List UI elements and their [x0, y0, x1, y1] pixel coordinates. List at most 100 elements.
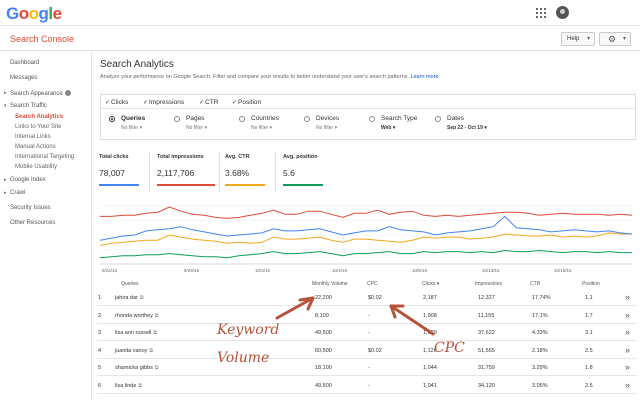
kpi-total-clicks[interactable]: Total clicks 78,007: [99, 154, 139, 190]
cell-query[interactable]: rhonda worthey ⧉: [115, 313, 159, 319]
cell-text: -: [368, 365, 370, 371]
table-row[interactable]: 2 rhonda worthey ⧉ 8,100 - 1,908 11,155 17.1% 1.…: [97, 307, 637, 324]
dimension-filter[interactable]: Web ▾: [381, 125, 396, 131]
cell-text: 3: [98, 330, 102, 336]
cell-query[interactable]: lisa ann russell ⧉: [115, 330, 157, 336]
row-expand-icon[interactable]: »: [625, 292, 631, 302]
sidebar-item-label: Google Index: [10, 177, 46, 183]
sidebar-item-messages[interactable]: Messages: [10, 75, 37, 81]
cell-text: 2: [98, 312, 102, 319]
sidebar-item-internal-links[interactable]: Internal Links: [15, 134, 51, 140]
cell-position: 1.7: [585, 313, 593, 319]
metric-checkboxes: ✓Clicks ✓Impressions ✓CTR ✓Position: [101, 95, 635, 109]
kpi-avg-ctr[interactable]: Avg. CTR 3.68%: [225, 154, 265, 190]
cell-query[interactable]: jahira dar ⧉: [115, 295, 144, 301]
info-icon[interactable]: [64, 90, 71, 96]
dimension-filter[interactable]: No filter ▾: [316, 125, 338, 131]
kpi-color-bar: [283, 184, 323, 186]
open-external-icon[interactable]: ⧉: [149, 347, 153, 354]
dimension-filter[interactable]: No filter ▾: [121, 125, 143, 131]
cell-text: 18,100: [315, 365, 332, 371]
dimension-label: Countries: [251, 115, 279, 122]
sidebar-item-links-to-your-site[interactable]: Links to Your Site: [15, 124, 61, 130]
column-header-position[interactable]: Position: [582, 281, 600, 287]
settings-gear-button[interactable]: ⚙: [599, 32, 631, 46]
checkbox-ctr[interactable]: ✓CTR: [199, 99, 218, 106]
logo-letter: e: [52, 4, 62, 23]
cell-n: 1: [98, 295, 101, 301]
column-header-clicks[interactable]: Clicks ▾: [422, 281, 440, 287]
learn-more-link[interactable]: Learn more: [410, 74, 439, 80]
row-expand-icon[interactable]: »: [625, 344, 631, 355]
account-avatar-icon[interactable]: [556, 6, 569, 19]
sidebar-item-mobile-usability[interactable]: Mobile Usability: [15, 164, 57, 170]
cell-text: 1,041: [423, 382, 437, 389]
sidebar-item-international-targeting[interactable]: International Targeting: [15, 154, 74, 160]
sidebar-item-label: Search Appearance: [10, 91, 63, 97]
gear-icon: ⚙: [608, 34, 617, 44]
sidebar-item-search-traffic[interactable]: ▾ Search Traffic: [4, 103, 47, 109]
sidebar-item-label: Crawl: [10, 190, 26, 196]
row-expand-icon[interactable]: »: [625, 309, 631, 320]
table-row[interactable]: 3 lisa ann russell ⧉ 49,500 - 1,629 37,622 4.33…: [97, 324, 637, 341]
table-row[interactable]: 5 shamicka gibbs ⧉ 18,100 - 1,044 31,759 3.29% 1…: [97, 359, 637, 376]
sidebar-item-manual-actions[interactable]: Manual Actions: [15, 144, 56, 150]
checkbox-clicks[interactable]: ✓Clicks: [105, 99, 128, 106]
sidebar-item-google-index[interactable]: ▸ Google Index: [4, 177, 46, 183]
help-button[interactable]: Help: [561, 32, 595, 46]
apps-grid-icon[interactable]: [536, 8, 546, 18]
sidebar-item-search-appearance[interactable]: ▸ Search Appearance: [4, 90, 71, 97]
checkbox-label: Position: [238, 99, 262, 106]
dimension-filter[interactable]: No filter ▾: [186, 125, 208, 131]
row-expand-icon[interactable]: »: [625, 362, 631, 372]
radio-icon: [435, 116, 441, 122]
annotation-cpc: CPC: [434, 340, 465, 356]
column-header-monthly-volume[interactable]: Monthly Volume: [312, 281, 348, 287]
dimension-filter[interactable]: Sep 22 - Oct 19 ▾: [447, 125, 487, 131]
sidebar-item-label: Mobile Usability: [15, 164, 58, 170]
cell-text: shamicka gibbs: [115, 365, 153, 371]
cell-clicks: 2,187: [423, 295, 437, 301]
sidebar-item-crawl[interactable]: ▸ Crawl: [4, 190, 26, 196]
cell-query[interactable]: juanita vanoy ⧉: [115, 348, 153, 354]
open-external-icon[interactable]: ⧉: [153, 330, 157, 336]
cell-query[interactable]: shamicka gibbs ⧉: [115, 365, 159, 371]
checkbox-impressions[interactable]: ✓Impressions: [143, 99, 184, 106]
open-external-icon[interactable]: ⧉: [139, 295, 144, 301]
open-external-icon[interactable]: ⧉: [154, 365, 159, 371]
search-analytics-line-chart[interactable]: 9/22/15 9/29/15 10/3/15 10/4/15 10/8/15 10/13…: [92, 202, 640, 278]
column-header-queries[interactable]: Queries: [121, 281, 139, 287]
kpi-total-impressions[interactable]: Total impressions 2,117,706: [157, 154, 215, 190]
row-expand-icon[interactable]: »: [625, 379, 631, 390]
kpi-avg-position[interactable]: Avg. position 5.6: [283, 154, 323, 190]
open-external-icon[interactable]: ⧉: [154, 312, 159, 319]
checkbox-label: Impressions: [149, 99, 185, 106]
table-row[interactable]: 1 jahira dar ⧉ 22,200 $0.02 2,187 12,327 17.74%…: [97, 289, 637, 306]
checkbox-position[interactable]: ✓Position: [232, 99, 261, 106]
cell-text: 2,187: [423, 295, 437, 301]
cell-query[interactable]: lisa linde ⧉: [115, 383, 142, 389]
sidebar-item-label: Messages: [10, 75, 38, 81]
table-row[interactable]: 4 juanita vanoy ⧉ 60,500 $0.02 1,126 51,565 2.1…: [97, 342, 637, 359]
cell-cpc: -: [368, 383, 370, 389]
sidebar-item-security-issues[interactable]: Security Issues: [10, 205, 51, 211]
cell-position: 1.1: [585, 295, 593, 301]
sidebar-item-search-analytics[interactable]: Search Analytics: [15, 114, 63, 120]
kpi-label: Total clicks: [99, 154, 129, 160]
sidebar-item-label: Manual Actions: [15, 144, 56, 150]
cell-text: jahira dar: [115, 295, 138, 301]
dimension-filter[interactable]: No filter ▾: [251, 125, 273, 131]
google-logo[interactable]: Google: [6, 4, 62, 24]
sidebar-item-dashboard[interactable]: Dashboard: [10, 60, 39, 66]
product-title[interactable]: Search Console: [10, 34, 75, 44]
sidebar-item-other-resources[interactable]: Other Resources: [10, 220, 55, 226]
dimension-label: Search Type: [381, 115, 418, 122]
column-header-impressions[interactable]: Impressions: [475, 281, 502, 287]
open-external-icon[interactable]: ⧉: [138, 382, 142, 389]
table-row[interactable]: 6 lisa linde ⧉ 49,500 - 1,041 34,120 3.05% 2.5 »: [97, 377, 637, 394]
row-expand-icon[interactable]: »: [625, 327, 631, 337]
column-header-ctr[interactable]: CTR: [530, 281, 541, 287]
column-header-cpc[interactable]: CPC: [367, 281, 378, 287]
dimension-label: Devices: [316, 115, 340, 122]
cell-position: 2.5: [585, 383, 593, 389]
